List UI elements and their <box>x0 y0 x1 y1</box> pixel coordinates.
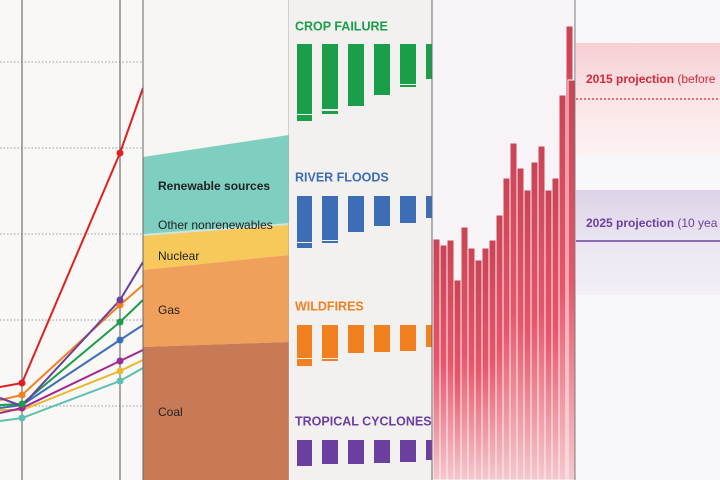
projection-label: 2015 projection (before <box>586 72 716 86</box>
hazard-title: TROPICAL CYCLONES <box>295 414 432 428</box>
hazard-title: CROP FAILURE <box>295 19 388 33</box>
projection-label: 2025 projection (10 yea <box>586 216 718 230</box>
energy-label: Coal <box>158 405 183 419</box>
energy-label: Gas <box>158 303 180 317</box>
hazard-title: RIVER FLOODS <box>295 170 389 184</box>
line-panel <box>0 0 144 480</box>
energy-panel: Renewable sources Other nonrenewables Nu… <box>142 0 290 480</box>
projection-name: 2025 projection <box>586 216 674 230</box>
projection-name: 2015 projection <box>586 72 674 86</box>
energy-label: Other nonrenewables <box>158 218 273 232</box>
hazard-panel: CROP FAILURE RIVER FLOODS WILDFIRES TROP… <box>289 0 433 480</box>
energy-label: Renewable sources <box>158 179 270 193</box>
histogram-panel <box>432 0 576 480</box>
projection-note: (before <box>677 72 715 86</box>
hazard-title: WILDFIRES <box>295 299 364 313</box>
projection-panel: 2015 projection (before 2025 projection … <box>576 0 720 480</box>
projection-note: (10 yea <box>677 216 717 230</box>
energy-label: Nuclear <box>158 249 199 263</box>
